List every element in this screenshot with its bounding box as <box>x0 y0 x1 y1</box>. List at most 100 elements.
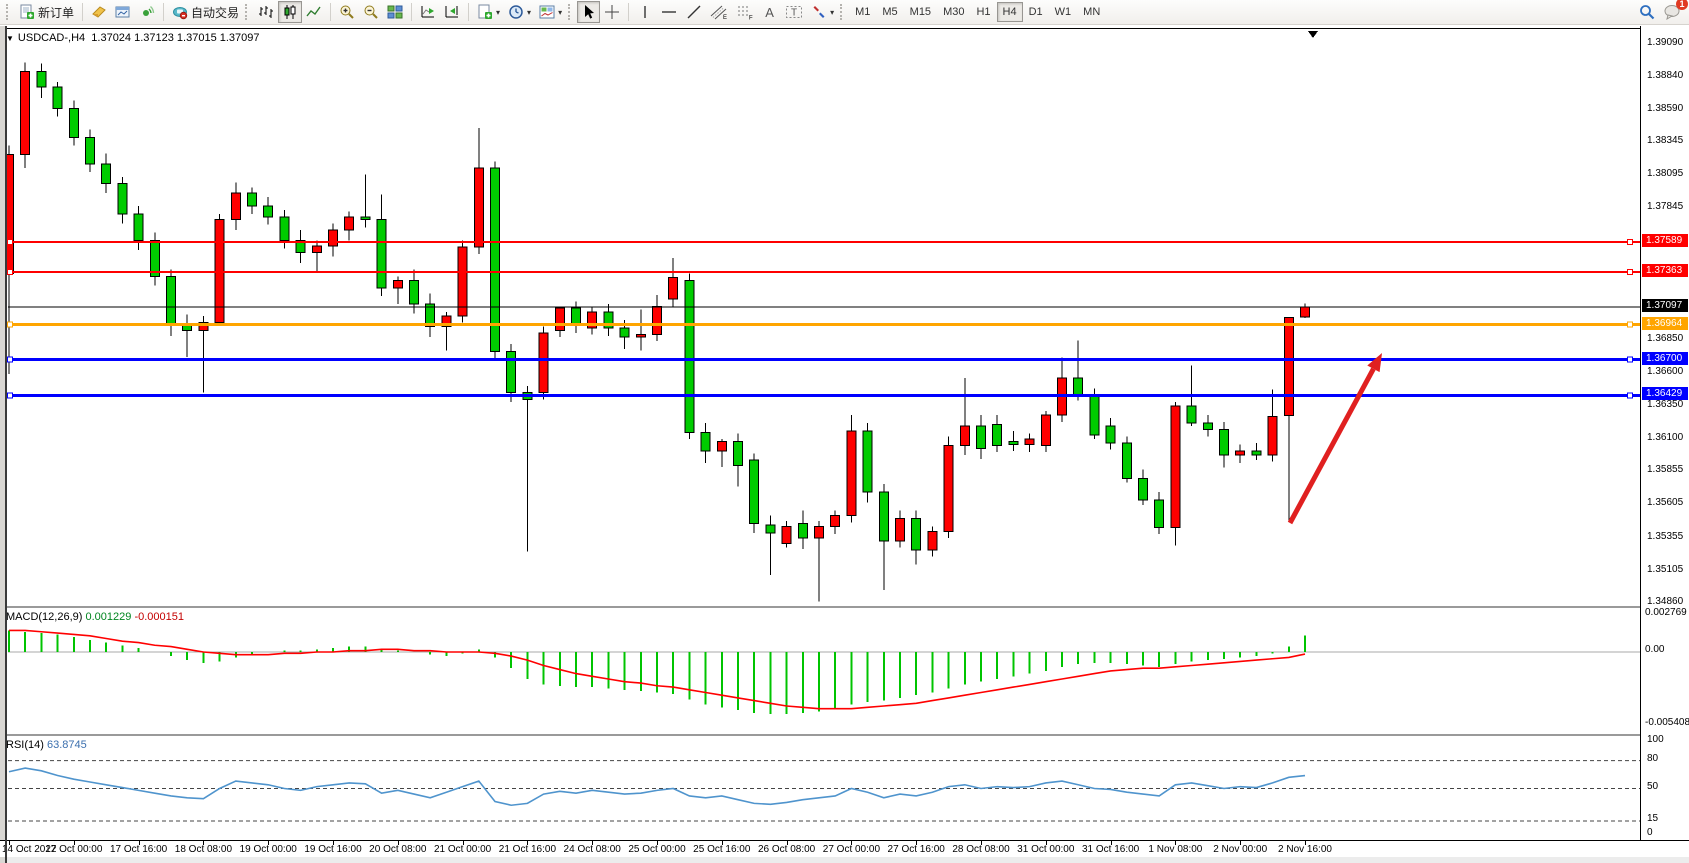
horizontal-line[interactable] <box>7 268 1641 275</box>
line-handle <box>7 392 13 399</box>
tab-timeframe-mn[interactable]: MN <box>1077 2 1106 22</box>
time-tick <box>981 841 982 845</box>
timeframe-label: M1 <box>855 6 871 18</box>
tab-timeframe-w1[interactable]: W1 <box>1049 2 1078 22</box>
candle <box>587 306 598 335</box>
bar-chart-button[interactable] <box>254 1 278 23</box>
time-label: 19 Oct 16:00 <box>304 844 362 855</box>
candle <box>457 240 468 323</box>
candle <box>992 415 1003 453</box>
price-line-tag: 1.36964 <box>1642 316 1688 330</box>
rsi-value: 63.8745 <box>46 739 87 751</box>
candle <box>295 230 306 264</box>
rsi-line <box>8 767 1306 807</box>
shift-marker-icon[interactable] <box>1308 31 1318 38</box>
time-tick <box>851 841 853 845</box>
horizontal-line[interactable] <box>7 239 1641 246</box>
main-chart-panel[interactable]: ▼ USDCAD-,H4 1.37024 1.37123 1.37015 1.37… <box>0 28 1640 606</box>
vertical-line-button[interactable] <box>633 1 656 23</box>
notifications-button[interactable]: 1 <box>1659 0 1688 23</box>
price-tick: 1.39090 <box>1647 36 1684 48</box>
candle <box>328 223 338 257</box>
chevron-down-icon: ▾ <box>830 7 835 17</box>
tab-timeframe-h4[interactable]: H4 <box>996 2 1023 22</box>
tab-timeframe-m15[interactable]: M15 <box>904 2 937 22</box>
crosshair-button[interactable] <box>600 1 624 23</box>
arrows-button[interactable]: ▾ <box>807 1 838 23</box>
horizontal-line[interactable] <box>7 321 1641 328</box>
candle <box>846 415 857 523</box>
time-tick <box>1045 841 1047 845</box>
line-handle <box>7 356 13 363</box>
line-chart-button[interactable] <box>302 1 326 23</box>
time-label: 31 Oct 00:00 <box>1017 844 1075 855</box>
horizontal-line[interactable] <box>7 392 1641 399</box>
window-left-border <box>5 26 7 863</box>
tab-timeframe-m30[interactable]: M30 <box>937 2 970 22</box>
candle <box>1154 491 1165 535</box>
trend-arrow[interactable] <box>1287 353 1382 525</box>
tab-timeframe-d1[interactable]: D1 <box>1023 2 1049 22</box>
search-button[interactable] <box>1635 1 1659 23</box>
time-label: 21 Oct 00:00 <box>433 844 492 855</box>
timeframe-label: M5 <box>882 6 898 18</box>
candle <box>668 257 679 307</box>
bar-chart-icon <box>258 4 274 20</box>
text-button[interactable]: A <box>758 1 781 23</box>
chart-title: ▼ USDCAD-,H4 1.37024 1.37123 1.37015 1.37… <box>6 32 260 44</box>
cursor-button[interactable] <box>577 1 601 23</box>
toolbar-grip[interactable] <box>568 4 573 20</box>
tab-timeframe-h1[interactable]: H1 <box>970 2 996 22</box>
fibonacci-button[interactable]: F <box>732 1 758 23</box>
price-tick: 1.34860 <box>1647 596 1684 607</box>
time-tick <box>1110 841 1112 845</box>
signal-button[interactable] <box>135 1 159 23</box>
autotrade-label: 自动交易 <box>191 5 240 20</box>
rsi-panel[interactable]: RSI(14) 63.8745 <box>0 734 1640 840</box>
candle-chart-button[interactable] <box>278 1 303 23</box>
horizontal-line-button[interactable] <box>656 1 682 23</box>
current-price-tag: 1.37097 <box>1642 299 1688 313</box>
candle <box>1138 469 1148 506</box>
autotrade-button[interactable]: 自动交易 <box>168 1 243 23</box>
toolbar-grip[interactable] <box>6 4 11 20</box>
indicators-button[interactable]: ▾ <box>535 1 566 23</box>
candle <box>1040 411 1051 453</box>
candle <box>765 515 776 576</box>
autoscroll-icon <box>420 4 436 20</box>
autoscroll-button[interactable] <box>416 1 440 23</box>
chart-window-button[interactable] <box>111 1 135 23</box>
time-label: 24 Oct 08:00 <box>563 844 621 855</box>
time-label: 17 Oct 00:00 <box>45 844 103 855</box>
zoom-in-button[interactable] <box>335 1 359 23</box>
time-label: 27 Oct 16:00 <box>887 844 945 855</box>
toolbar-grip[interactable] <box>245 4 250 20</box>
tile-windows-button[interactable] <box>383 1 407 23</box>
tab-timeframe-m5[interactable]: M5 <box>876 2 903 22</box>
chart-shift-button[interactable] <box>440 1 464 23</box>
candle <box>781 521 792 548</box>
channel-button[interactable]: E <box>706 1 732 23</box>
toolbar-grip[interactable] <box>840 4 845 20</box>
time-tick <box>592 841 594 845</box>
period-clock-button[interactable]: ▾ <box>504 1 535 23</box>
time-label: 27 Oct 00:00 <box>822 844 881 855</box>
price-axis[interactable]: 1.39090 1.38840 1.38590 1.38345 1.38095 1.378… <box>1640 26 1689 840</box>
horizontal-line[interactable] <box>7 356 1641 363</box>
svg-text:F: F <box>749 16 753 21</box>
collapse-chart-icon[interactable]: ▼ <box>6 34 14 43</box>
macd-panel[interactable]: MACD(12,26,9) 0.001229 -0.000151 <box>0 606 1640 734</box>
trendline-button[interactable] <box>682 1 706 23</box>
tab-timeframe-m1[interactable]: M1 <box>849 2 876 22</box>
price-tick: 1.38345 <box>1647 135 1684 147</box>
new-chart-button[interactable]: ▾ <box>473 1 504 23</box>
candle <box>36 63 47 98</box>
zoom-out-button[interactable] <box>359 1 383 23</box>
timeframe-label: D1 <box>1028 6 1043 18</box>
chart-window: ▼ USDCAD-,H4 1.37024 1.37123 1.37015 1.37… <box>0 26 1689 863</box>
new-order-button[interactable]: 新订单 <box>15 1 78 23</box>
text-label-button[interactable]: T <box>781 1 807 23</box>
candle <box>1008 431 1019 451</box>
ticket-button[interactable] <box>87 1 111 23</box>
time-axis[interactable]: 14 Oct 2022 17 Oct 00:00 17 Oct 16:00 18 Oc… <box>0 840 1689 857</box>
